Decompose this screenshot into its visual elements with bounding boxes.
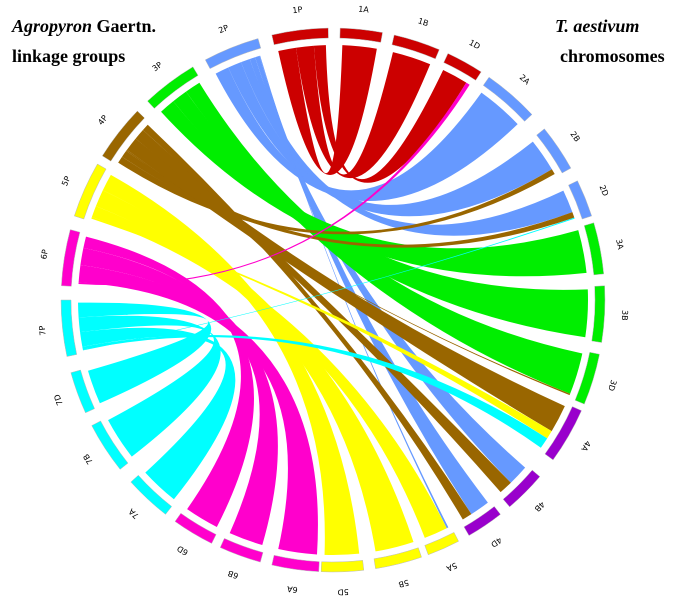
segment-4D [463,506,501,536]
segment-label-4P: 4P [96,113,109,126]
ribbon-4P-4A [126,138,565,432]
segment-3D [574,351,600,405]
segment-6A [271,554,320,572]
segment-label-1D: 1D [467,38,481,51]
segment-label-3D: 3D [606,379,618,392]
segment-1A [339,27,383,43]
ribbon-7P-7A [80,327,236,500]
segment-label-4D: 4D [489,535,503,549]
segment-1P [271,27,329,46]
ribbon-7P-4A [82,334,548,448]
ribbon-7P-7D [78,302,212,404]
ribbons [78,45,588,555]
segment-2P [204,38,262,70]
ribbon-1P-1D [313,45,467,183]
ribbon-1P-1B [295,45,431,179]
segment-label-3A: 3A [614,238,625,251]
segment-label-7A: 7A [127,506,141,520]
segment-2D [568,180,593,220]
ribbon-5P-5D [102,174,360,555]
segment-1D [443,53,482,81]
segment-4B [502,469,541,508]
ribbon-5P-5A [91,206,447,538]
segment-2B [536,128,572,174]
left-title: Agropyron Gaertn. [12,16,156,37]
segment-6D [174,512,217,544]
ribbon-2P-2A [215,67,518,202]
segment-label-7B: 7B [81,452,94,466]
segment-7B [91,420,129,470]
segment-7D [70,369,95,414]
segment-3A [583,222,605,276]
segment-1B [391,34,440,60]
segment-label-5A: 5A [445,560,459,573]
segment-label-5P: 5P [60,175,72,188]
segment-label-6D: 6D [175,544,189,558]
genus-author: Gaertn. [92,16,156,36]
segment-5D [320,560,365,573]
left-subtitle: linkage groups [12,46,126,66]
segment-label-4A: 4A [579,439,592,453]
segment-7P [60,299,78,357]
segment-3P [147,66,199,109]
ribbon-2P-2D [241,58,573,236]
segment-5P [73,163,107,220]
segment-label-3P: 3P [151,60,164,73]
segment-label-1P: 1P [292,5,303,15]
segment-label-7D: 7D [52,393,64,407]
segment-6B [219,538,264,563]
right-title: T. aestivum [555,16,639,37]
segment-7A [130,474,173,515]
segment-5A [424,532,459,556]
segment-label-2D: 2D [597,184,610,198]
ribbon-3P-3B [173,91,588,338]
segment-label-2A: 2A [518,73,532,87]
ribbon-2P-2B [228,62,552,217]
segment-label-6A: 6A [286,584,298,594]
segment-label-4B: 4B [533,500,547,514]
segment-4P [101,110,145,162]
ribbon-5P-5B [95,190,414,552]
segment-3B [591,285,606,343]
segment-label-5D: 5D [337,587,349,596]
segment-label-1A: 1A [358,5,370,15]
segment-label-6P: 6P [39,249,49,260]
ribbon-3P-3A [161,101,587,277]
ribbon-7P-7B [78,315,221,457]
segment-label-2B: 2B [568,130,581,144]
segment-2A [482,76,533,122]
segment-label-3B: 3B [620,310,630,321]
segment-label-6B: 6B [227,568,240,580]
species-name: T. aestivum [555,16,640,36]
ribbon-3P-3D [186,82,583,394]
segment-label-2P: 2P [217,23,230,35]
segment-6P [61,229,81,287]
ribbon-6P-6A [78,264,318,555]
segment-label-1B: 1B [417,16,430,28]
segment-4A [544,406,582,461]
segment-label-7P: 7P [38,325,48,336]
segment-5B [373,547,422,569]
genus-name: Agropyron [12,16,93,36]
segments: 1P 2P 3P 4P 5P 6P 7P 1A 1B 1D 2A 2B 2D 3A 3B 3D 4A 4B 4D 5A… [38,5,630,597]
ribbon-1P-1A [278,45,377,175]
ribbon-4P-4B [135,129,511,493]
right-subtitle: chromosomes [560,46,665,66]
segment-label-5B: 5B [397,578,409,589]
